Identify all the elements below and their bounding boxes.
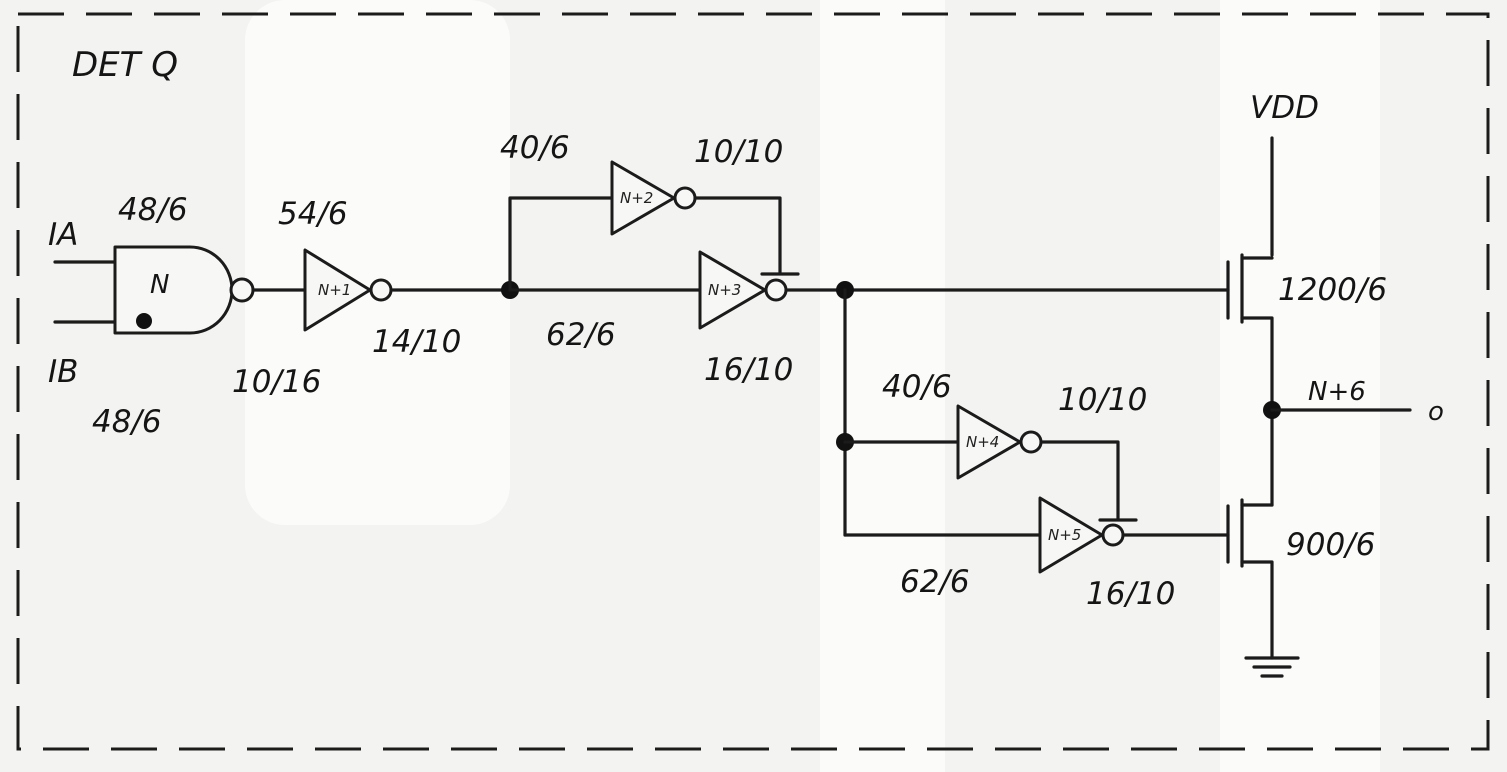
inverter-n2-label: N+2	[620, 189, 653, 207]
nand-gate	[113, 245, 234, 335]
diagram-title: DET Q	[72, 45, 178, 85]
nand-output-bubble	[229, 277, 255, 303]
inverter-n2	[610, 160, 676, 236]
inverter-n1	[303, 248, 372, 332]
background-panel	[1220, 0, 1380, 772]
output-terminal: o	[1428, 397, 1444, 427]
input-a-label: IA	[48, 217, 78, 253]
inverter-n2-size-top: 40/6	[500, 130, 570, 166]
ground-icon	[1244, 656, 1300, 678]
pulldown-source	[1240, 560, 1274, 660]
inverter-n5-size-output: 16/10	[1086, 576, 1175, 612]
wire-inv2-out	[693, 196, 782, 274]
input-b-label: IB	[48, 354, 78, 390]
inverter-n3-size-bottom: 62/6	[546, 317, 616, 353]
inverter-n1-size-top: 54/6	[278, 196, 348, 232]
inverter-n5-bubble	[1101, 523, 1125, 547]
pullup-transistor-size: 1200/6	[1278, 272, 1387, 308]
background-panel	[820, 0, 945, 772]
inverter-n1-label: N+1	[318, 281, 351, 299]
inverter-n2-bubble	[673, 186, 697, 210]
vdd-label: VDD	[1250, 90, 1319, 126]
nand-input-dot	[136, 313, 152, 329]
inverter-n4-bubble	[1019, 430, 1043, 454]
dashed-border	[16, 12, 1490, 751]
nand-size-bottom: 48/6	[92, 404, 162, 440]
inverter-n3-size-output: 16/10	[704, 352, 793, 388]
inverter-n3-label: N+3	[708, 281, 741, 299]
inverter-n4-label: N+4	[966, 433, 999, 451]
nand-gate-label: N	[150, 270, 169, 300]
wire-to-inv2	[508, 196, 614, 292]
inverter-n4-size-output: 10/10	[1058, 382, 1147, 418]
output-node-label: N+6	[1308, 377, 1366, 407]
inverter-n5-label: N+5	[1048, 526, 1081, 544]
inverter-n5	[1038, 496, 1104, 574]
inverter-n2-size-output: 10/10	[694, 134, 783, 170]
nand-size-top: 48/6	[118, 192, 188, 228]
inverter-n4	[956, 404, 1022, 480]
pulldown-transistor-size: 900/6	[1286, 527, 1375, 563]
nand-size-output: 10/16	[232, 364, 321, 400]
inverter-n4-size-top: 40/6	[882, 369, 952, 405]
pullup-source	[1240, 316, 1274, 507]
wire-inv4-out	[1039, 440, 1120, 520]
background-panel	[245, 0, 510, 525]
inverter-n1-bubble	[369, 278, 393, 302]
inverter-n1-size-output: 14/10	[372, 324, 461, 360]
inverter-n3	[698, 250, 767, 330]
inverter-n3-bubble	[764, 278, 788, 302]
inverter-n5-size-bottom: 62/6	[900, 564, 970, 600]
